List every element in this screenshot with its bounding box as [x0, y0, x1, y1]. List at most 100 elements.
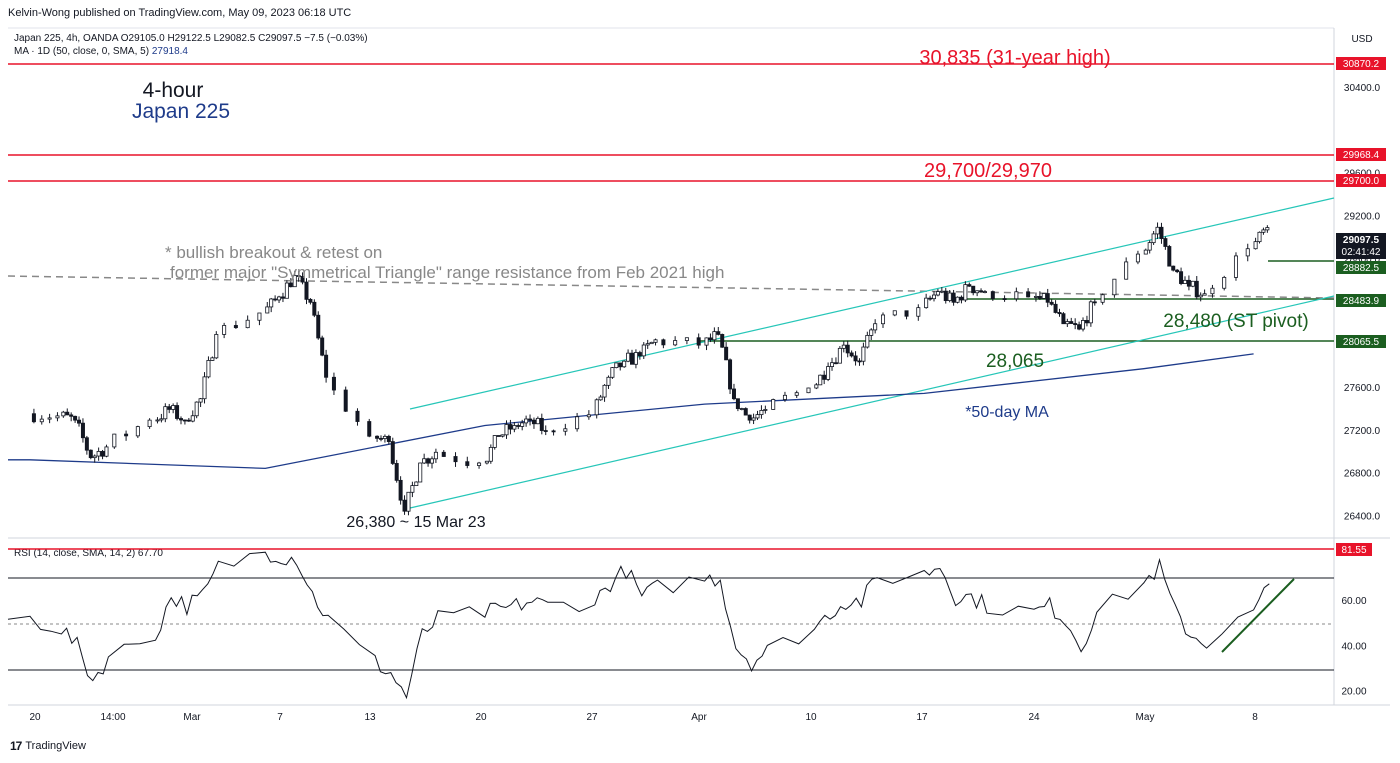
candle [528, 414, 533, 426]
candle [826, 362, 831, 382]
currency-label: USD [1351, 34, 1372, 45]
breakout-note-line2: former major "Symmetrical Triangle" rang… [170, 263, 724, 282]
candle [104, 444, 109, 458]
time-tick-label: 8 [1252, 712, 1258, 723]
candle [418, 462, 423, 483]
candle [355, 408, 360, 426]
time-tick-label: 7 [277, 712, 283, 723]
candle [739, 407, 744, 411]
candle [379, 435, 384, 442]
candle [1077, 321, 1082, 331]
candle [524, 415, 529, 427]
candle [84, 435, 89, 455]
candle [1151, 231, 1156, 245]
candle [202, 372, 207, 404]
ma-legend-label: MA · 1D (50, close, 0, SMA, 5) [14, 46, 150, 57]
candle [163, 403, 168, 423]
candle [637, 350, 642, 360]
channel-upper-line[interactable] [409, 197, 1335, 410]
rsi-trendline[interactable] [1221, 578, 1295, 653]
symbol-legend[interactable]: Japan 225, 4h, OANDA O29105.0 H29122.5 L… [14, 33, 368, 44]
candle [277, 295, 282, 303]
candle [292, 270, 297, 288]
candle [288, 278, 293, 288]
candle [673, 336, 678, 347]
candle [1045, 288, 1050, 308]
candle [853, 351, 858, 366]
candle [1049, 299, 1054, 306]
candle [830, 357, 835, 371]
candle [147, 418, 152, 429]
candle [982, 290, 987, 294]
candle [390, 437, 395, 465]
candle [324, 349, 329, 383]
candle [394, 459, 399, 483]
candle [724, 342, 729, 361]
breakout-note-line1: * bullish breakout & retest on [165, 243, 382, 262]
candle [1265, 225, 1270, 233]
candle [1222, 275, 1227, 291]
candle [822, 370, 827, 385]
candle [206, 356, 211, 379]
candle [477, 461, 482, 469]
candle [96, 447, 101, 461]
candle [92, 454, 97, 463]
candle [967, 282, 972, 287]
candle [626, 349, 631, 363]
candle [1061, 312, 1066, 325]
candle [269, 297, 274, 313]
candle [1112, 278, 1117, 298]
candle [488, 444, 493, 464]
candle [406, 491, 411, 516]
rsi-legend[interactable]: RSI (14, close, SMA, 14, 2) 67.70 [14, 548, 163, 559]
candle [751, 413, 756, 425]
price-box-label: 28065.5 [1343, 337, 1380, 348]
candle [1175, 268, 1180, 274]
candle [928, 295, 933, 301]
candle [233, 320, 238, 329]
price-tick-label: 26800.0 [1344, 469, 1381, 480]
candle [865, 331, 870, 349]
candle [979, 288, 984, 293]
candle [610, 366, 615, 379]
candle [1081, 317, 1086, 332]
footer-brand[interactable]: TradingView [25, 740, 86, 752]
channel-lower-line[interactable] [409, 295, 1335, 509]
price-box-support: 28065.5 [1336, 335, 1386, 348]
ma-legend[interactable]: MA · 1D (50, close, 0, SMA, 5) 27918.4 [14, 45, 368, 58]
price-box-resistance: 30870.2 [1336, 57, 1386, 70]
price-box-resistance: 29700.0 [1336, 174, 1386, 187]
candle [222, 322, 227, 339]
ma-annotation: *50-day MA [965, 404, 1049, 421]
candle [69, 412, 74, 422]
candle [426, 457, 431, 467]
time-tick-label: 27 [586, 712, 598, 723]
candle [1167, 244, 1172, 267]
candle [755, 410, 760, 421]
candle [649, 341, 654, 345]
candle [539, 413, 544, 435]
candle [845, 340, 850, 358]
rsi-line[interactable] [7, 551, 1270, 700]
candle [190, 410, 195, 423]
candle [716, 327, 721, 336]
candle [1092, 298, 1097, 306]
ma-legend-value: 27918.4 [151, 46, 188, 57]
candle [1210, 284, 1215, 298]
candle [382, 434, 387, 443]
candle [1002, 295, 1007, 302]
candle [504, 420, 509, 439]
candle [661, 338, 666, 349]
candle [743, 407, 748, 416]
resistance-annotation: 29,700/29,970 [924, 160, 1052, 182]
rsi-axis-ticks: 60.00 40.00 20.00 [1341, 596, 1366, 697]
high-annotation: 30,835 (31-year high) [919, 47, 1110, 69]
candle [1053, 300, 1058, 314]
candle [422, 453, 427, 465]
footer: 17 TradingView [10, 739, 86, 753]
candle [873, 319, 878, 334]
candle [55, 412, 60, 422]
candle [433, 448, 438, 463]
candle [1261, 227, 1266, 235]
